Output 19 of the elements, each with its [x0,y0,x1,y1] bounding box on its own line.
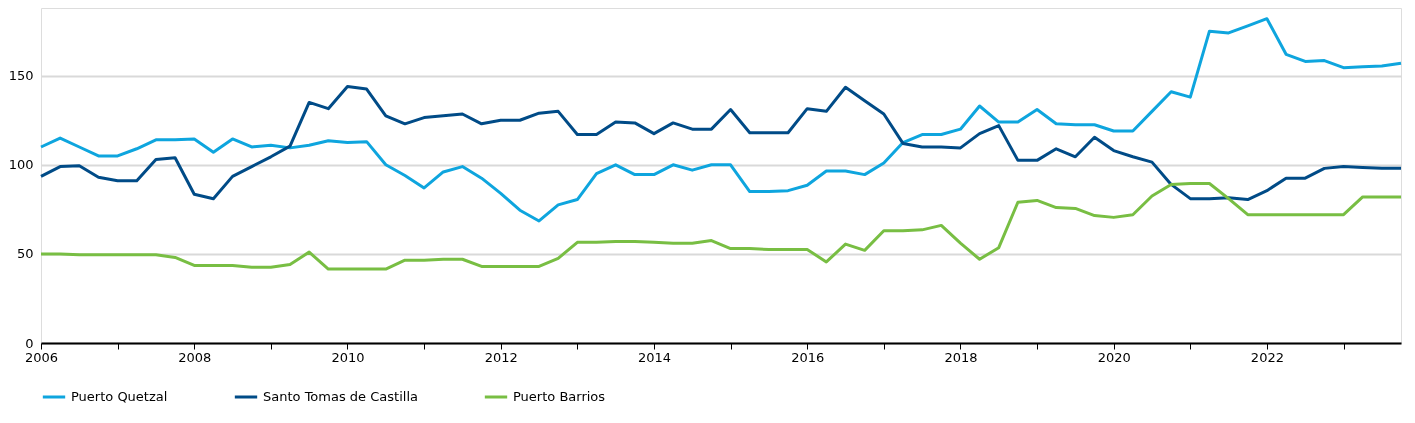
x-tick-label: 2016 [791,349,825,365]
y-tick-label: 100 [8,157,34,173]
legend-label: Santo Tomas de Castilla [263,389,418,404]
x-tick-label: 2010 [331,349,365,365]
x-tick-label: 2018 [944,349,978,365]
y-tick-label: 150 [8,68,34,84]
line-series [39,182,1403,271]
y-tick-label: 50 [16,246,34,262]
legend-label: Puerto Quetzal [71,389,168,404]
x-tick-label: 2006 [24,349,59,365]
y-tick-label: 0 [25,335,34,351]
line-series [39,17,1403,223]
legend-label: Puerto Barrios [513,389,606,404]
x-tick-label: 2022 [1250,349,1284,365]
x-tick-label: 2014 [637,349,671,365]
x-tick-label: 2008 [178,349,212,365]
x-tick-label: 2020 [1097,349,1131,365]
x-tick-label: 2012 [484,349,518,365]
line-series [39,84,1403,202]
